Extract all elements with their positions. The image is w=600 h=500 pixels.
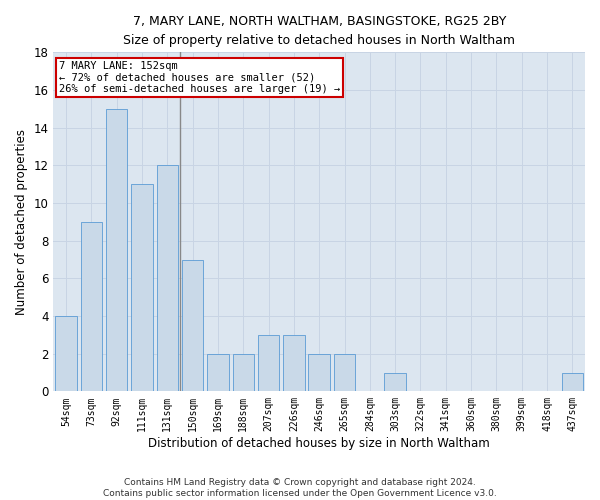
Bar: [157, 166, 178, 392]
Bar: [334, 354, 355, 392]
Bar: [308, 354, 330, 392]
Bar: [562, 372, 583, 392]
Bar: [385, 372, 406, 392]
X-axis label: Distribution of detached houses by size in North Waltham: Distribution of detached houses by size …: [148, 437, 490, 450]
Y-axis label: Number of detached properties: Number of detached properties: [15, 129, 28, 315]
Title: 7, MARY LANE, NORTH WALTHAM, BASINGSTOKE, RG25 2BY
Size of property relative to : 7, MARY LANE, NORTH WALTHAM, BASINGSTOKE…: [123, 15, 515, 47]
Bar: [283, 335, 305, 392]
Bar: [207, 354, 229, 392]
Bar: [131, 184, 153, 392]
Text: 7 MARY LANE: 152sqm
← 72% of detached houses are smaller (52)
26% of semi-detach: 7 MARY LANE: 152sqm ← 72% of detached ho…: [59, 61, 340, 94]
Bar: [182, 260, 203, 392]
Bar: [233, 354, 254, 392]
Bar: [258, 335, 280, 392]
Bar: [106, 109, 127, 392]
Bar: [80, 222, 102, 392]
Bar: [55, 316, 77, 392]
Text: Contains HM Land Registry data © Crown copyright and database right 2024.
Contai: Contains HM Land Registry data © Crown c…: [103, 478, 497, 498]
